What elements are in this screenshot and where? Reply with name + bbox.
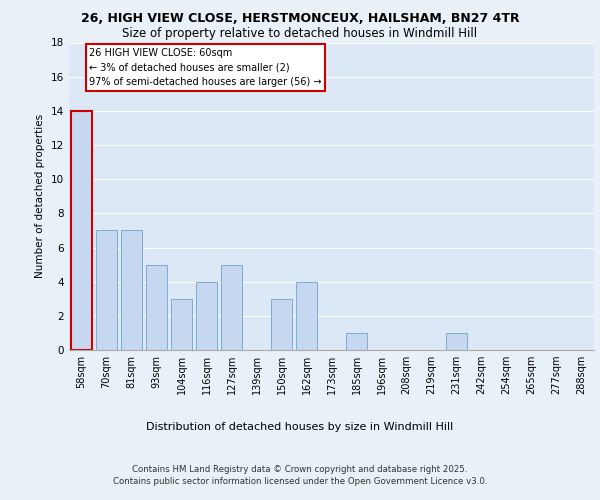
- Bar: [221, 264, 242, 350]
- Bar: [346, 333, 367, 350]
- Bar: [296, 282, 317, 350]
- Bar: [146, 264, 167, 350]
- Y-axis label: Number of detached properties: Number of detached properties: [35, 114, 46, 278]
- Bar: [271, 298, 292, 350]
- Text: Contains HM Land Registry data © Crown copyright and database right 2025.
Contai: Contains HM Land Registry data © Crown c…: [113, 465, 487, 486]
- Bar: [196, 282, 217, 350]
- Bar: [121, 230, 142, 350]
- Text: 26 HIGH VIEW CLOSE: 60sqm
← 3% of detached houses are smaller (2)
97% of semi-de: 26 HIGH VIEW CLOSE: 60sqm ← 3% of detach…: [89, 48, 322, 87]
- Bar: [71, 111, 92, 350]
- Text: 26, HIGH VIEW CLOSE, HERSTMONCEUX, HAILSHAM, BN27 4TR: 26, HIGH VIEW CLOSE, HERSTMONCEUX, HAILS…: [80, 12, 520, 26]
- Text: Distribution of detached houses by size in Windmill Hill: Distribution of detached houses by size …: [146, 422, 454, 432]
- Bar: [171, 298, 192, 350]
- Bar: [446, 333, 467, 350]
- Bar: [96, 230, 117, 350]
- Text: Size of property relative to detached houses in Windmill Hill: Size of property relative to detached ho…: [122, 28, 478, 40]
